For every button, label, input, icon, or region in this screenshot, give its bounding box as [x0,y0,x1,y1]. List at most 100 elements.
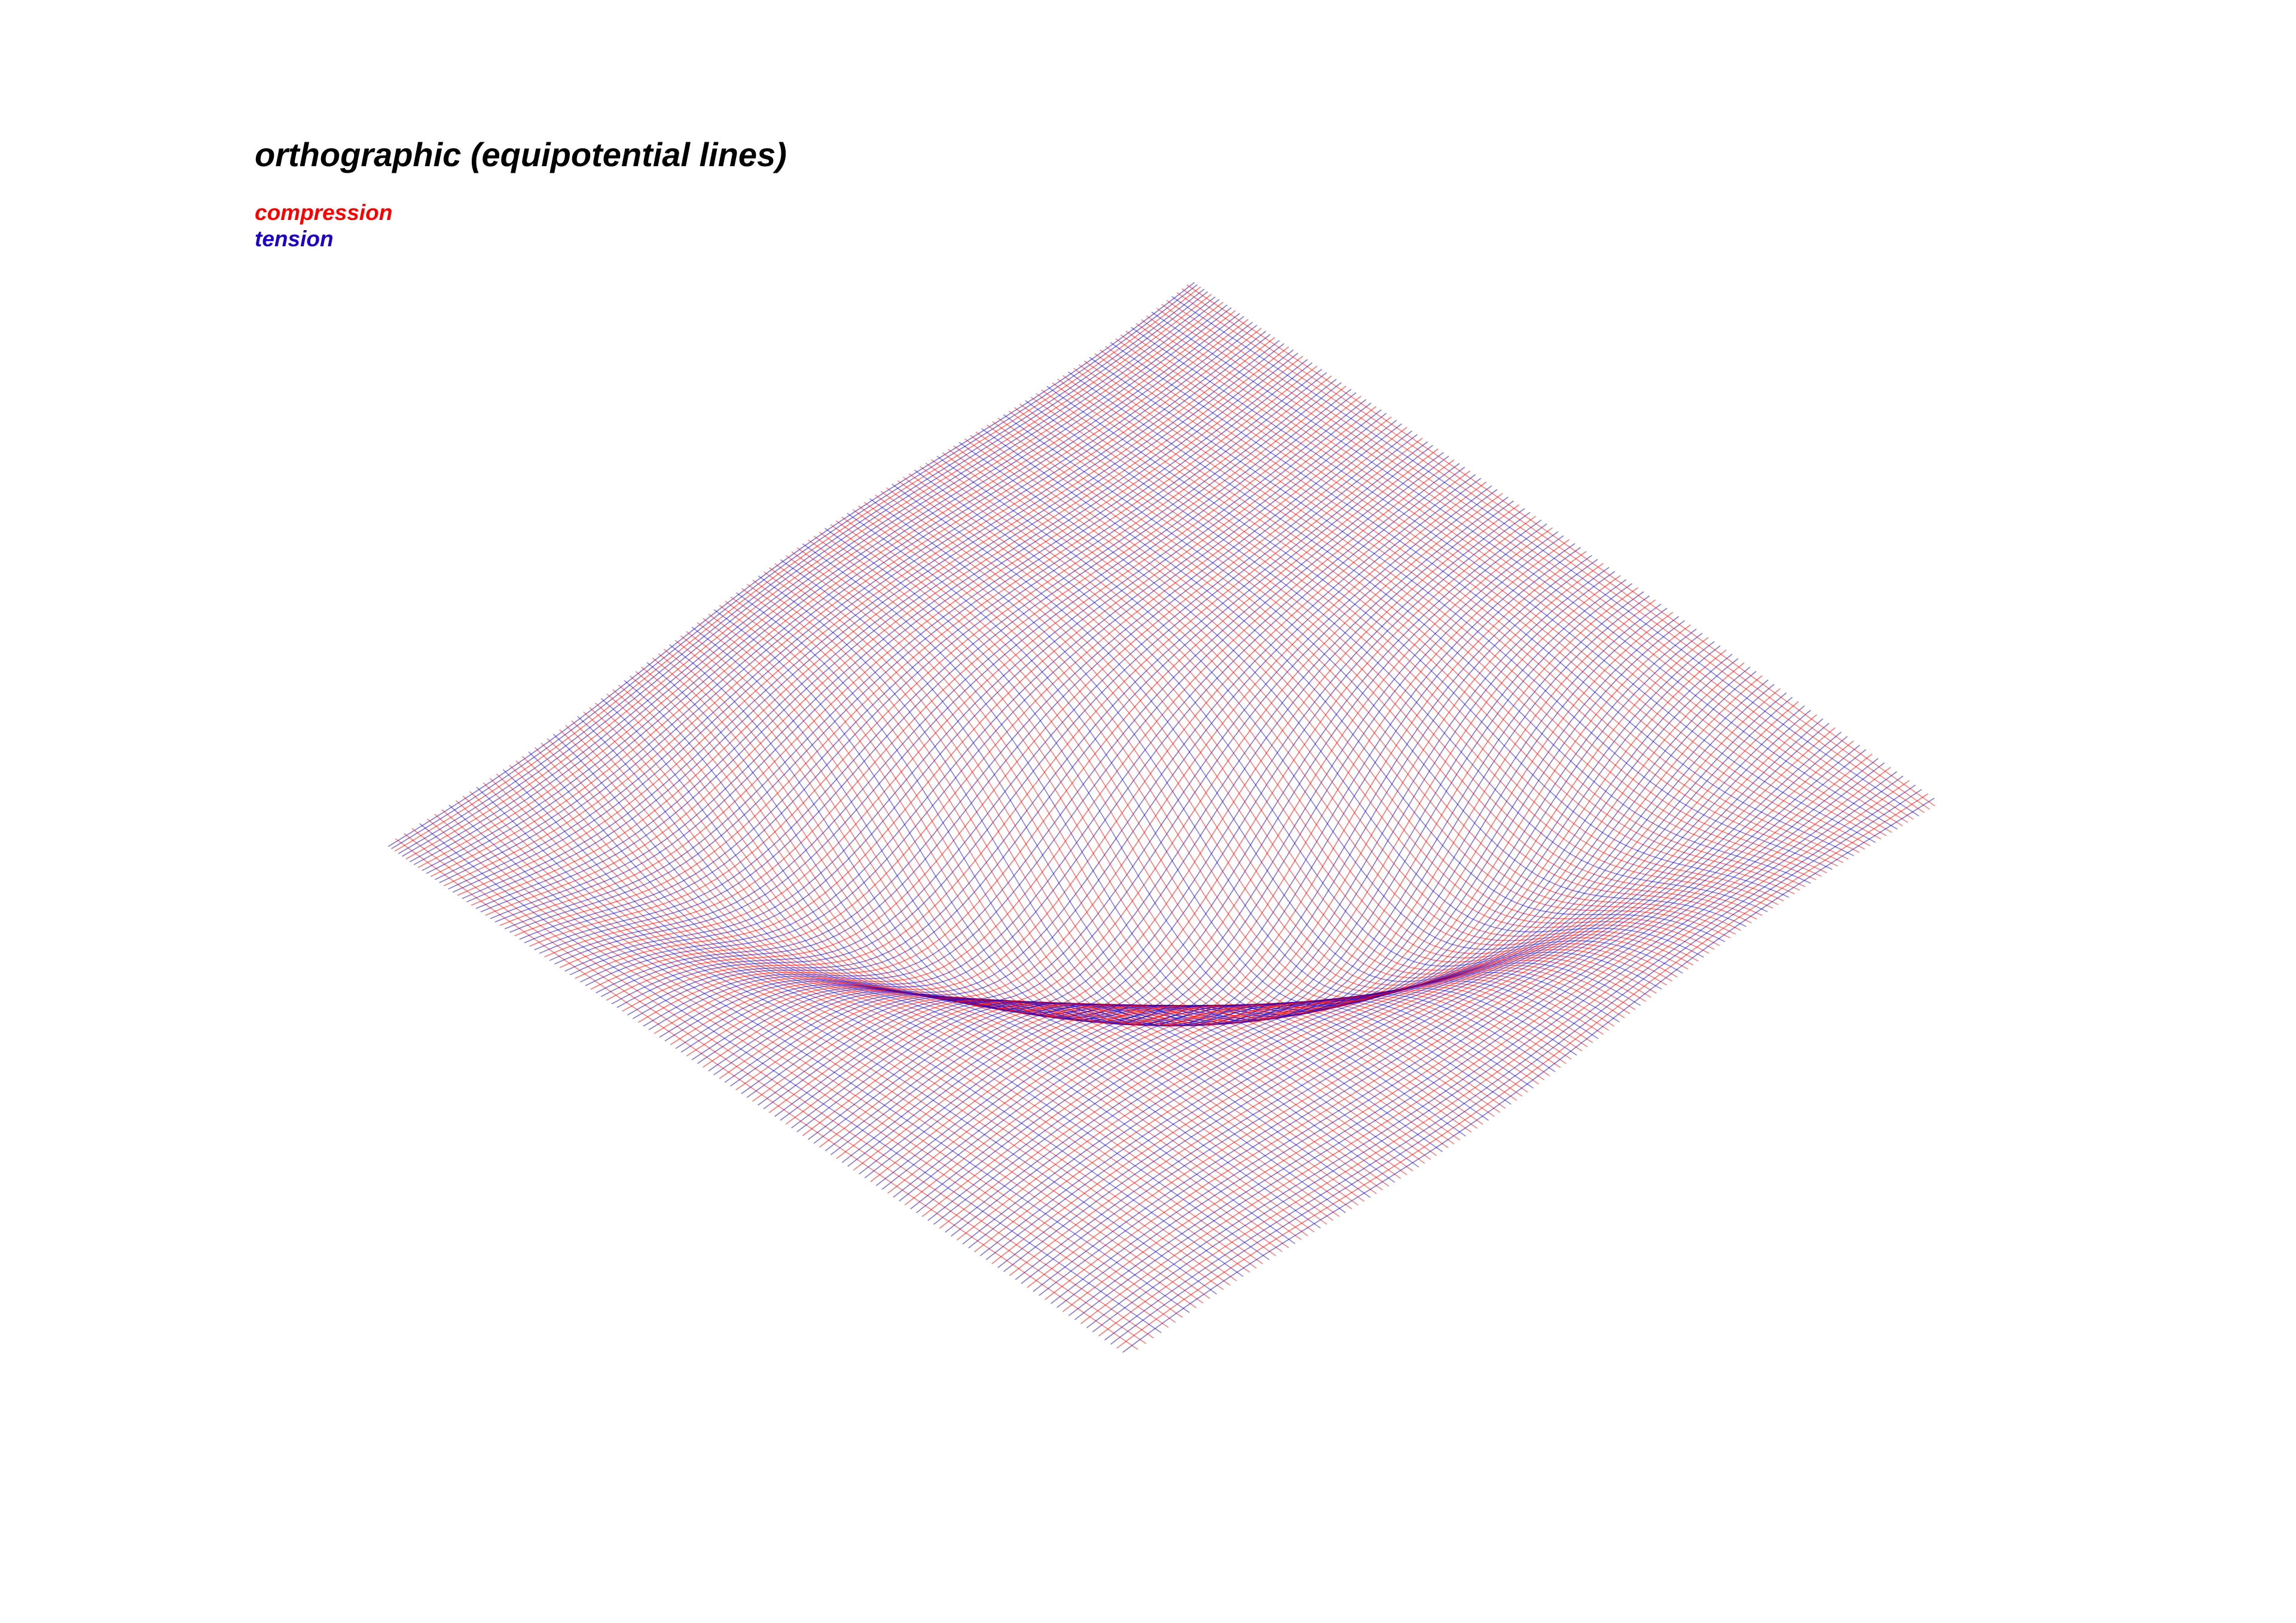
contour-line [841,591,1644,1163]
contour-line [925,462,1672,982]
contour-line [462,331,1266,900]
contour-line [1062,375,1806,888]
contour-line [1094,353,1838,867]
contour-line [475,340,1280,909]
contour-line [521,756,1263,1264]
contour-line [735,515,1536,1090]
contour-line [1131,326,1876,843]
contour-line [747,583,1500,1113]
contour-line [864,607,1668,1179]
contour-line [953,445,1699,962]
contour-line [439,316,1244,884]
contour-line [643,452,1444,1027]
contour-line [708,496,1509,1072]
contour-line [903,476,1651,998]
contour-line [646,662,1396,1183]
contour-line [529,375,1332,947]
contour-line [1074,762,1885,1321]
contour-line [1041,389,1784,901]
contour-line [863,502,1614,1027]
contour-line [886,487,1636,1010]
contour-line [897,480,1646,1002]
contour-line [541,742,1283,1252]
contour-line [1080,766,1891,1325]
contour-line [713,500,1514,1075]
contour-line [546,738,1289,1248]
contour-line [1030,396,1773,909]
contour-line [675,474,1476,1049]
contour-line [836,587,1638,1159]
contour-line [802,563,1604,1136]
contour-line [669,644,1419,1168]
contour-line [606,427,1407,1001]
contour-line [509,765,1250,1273]
contour-line [741,519,1542,1095]
contour-line [1003,710,1811,1272]
contour-line [575,406,1377,979]
contour-line [457,328,1262,896]
contour-line [417,301,1224,869]
contour-line [908,473,1657,994]
contour-line [1120,334,1866,850]
contour-line [859,603,1662,1175]
contour-line [1025,400,1768,912]
contour-line [830,583,1633,1156]
contour-line [1051,744,1860,1304]
contour-line [496,773,1237,1282]
contour-line [1092,775,1904,1332]
legend-label: tension [255,227,334,251]
contour-line [1115,338,1860,853]
contour-line [881,620,1685,1190]
contour-line [997,705,1805,1269]
contour-line [875,616,1680,1187]
contour-line [697,489,1498,1064]
contour-line [1104,784,1916,1341]
contour-line [880,491,1631,1014]
contour-line [413,299,1220,866]
contour-line [564,399,1367,972]
contour-line [813,535,1567,1064]
contour-line [1078,364,1822,877]
contour-line [1046,386,1790,898]
contour-line [1146,315,1892,833]
contour-line [410,296,1216,863]
contour-line [596,420,1397,994]
contour-line [964,438,1709,954]
contour-line [830,524,1583,1052]
contour-line [585,412,1387,986]
contour-line [426,307,1232,874]
contour-line [435,313,1240,881]
contour-line [680,635,1431,1160]
contour-line [1171,296,1919,817]
contour-line [404,833,1147,1344]
contour-line [583,711,1327,1225]
contour-line [802,543,1556,1072]
contour-line [580,409,1382,983]
contour-line [544,385,1347,958]
contour-line [991,701,1799,1264]
contour-line [494,352,1299,923]
contour-line [1086,771,1897,1328]
contour-line [758,531,1559,1106]
contour-line [1015,718,1824,1280]
contour-line [434,814,1176,1323]
contour-line [411,828,1155,1338]
contour-line [391,284,1198,849]
contour-line [1125,331,1871,846]
contour-line [664,466,1465,1042]
contour-line [1003,414,1747,927]
contour-line [549,389,1352,961]
contour-line [1008,410,1752,924]
contour-line [686,481,1487,1057]
contour-line [1122,797,1935,1353]
contour-line [936,456,1683,974]
contour-line [577,716,1321,1229]
contour-line [1021,723,1830,1284]
contour-line [1013,407,1757,920]
contour-line [985,696,1793,1261]
contour-line [819,574,1621,1148]
contour-line [939,662,1745,1229]
contour-line [948,448,1694,966]
